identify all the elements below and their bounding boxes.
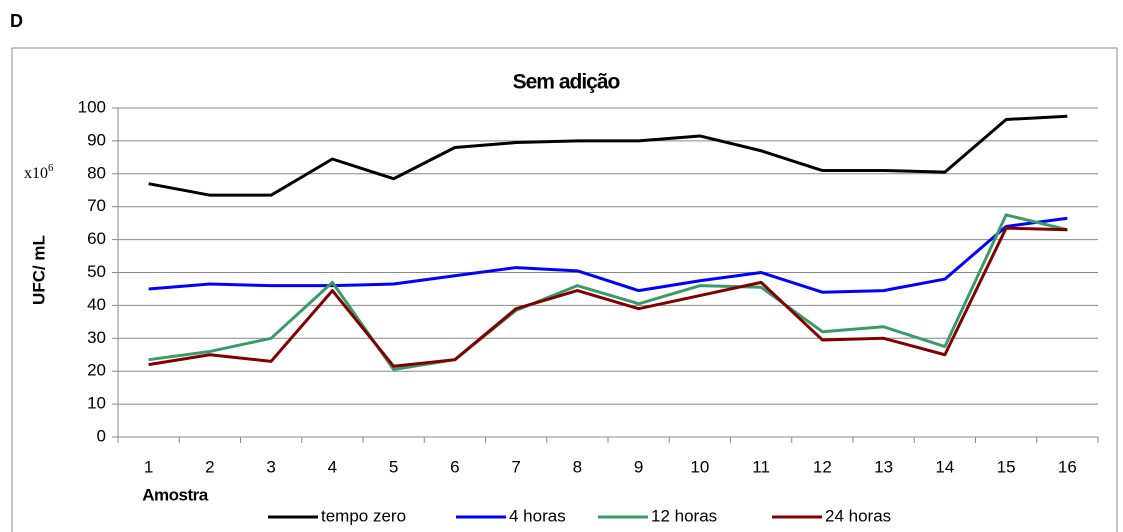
y-tick-label: 40 <box>87 295 106 314</box>
x-tick-label: 14 <box>935 457 954 476</box>
x-tick-label: 7 <box>511 457 520 476</box>
series-line <box>148 213 1068 372</box>
x-tick-label: 12 <box>813 457 832 476</box>
y-axis-label: UFC/ mL <box>29 235 48 305</box>
y-tick-label: 20 <box>87 361 106 380</box>
chart-frame <box>11 47 1118 532</box>
y-tick-label: 70 <box>87 196 106 215</box>
y-tick-label: 90 <box>87 130 106 149</box>
x-tick-label: 6 <box>450 457 459 476</box>
annotation-text: x10 <box>24 165 48 182</box>
series-line <box>148 114 1068 197</box>
x-tick-label: 8 <box>573 457 582 476</box>
series-line <box>148 216 1068 294</box>
y-tick-label: 60 <box>87 229 106 248</box>
legend-label: 12 horas <box>651 506 717 525</box>
y-tick-label: 10 <box>87 394 106 413</box>
x-tick-label: 15 <box>997 457 1016 476</box>
series-line <box>148 226 1068 368</box>
y-tick-label: 0 <box>97 426 106 445</box>
y-tick-label: 30 <box>87 328 106 347</box>
annotation-sup: 6 <box>48 162 54 174</box>
x-tick-label: 13 <box>874 457 893 476</box>
legend-label: tempo zero <box>321 506 406 525</box>
x-tick-label: 1 <box>144 457 153 476</box>
x-tick-label: 5 <box>389 457 398 476</box>
x-tick-label: 9 <box>634 457 643 476</box>
panel-label: D <box>10 11 23 31</box>
y-tick-label: 80 <box>87 163 106 182</box>
legend-label: 24 horas <box>825 506 891 525</box>
y-tick-label: 100 <box>78 97 106 116</box>
x-axis-label: Amostra <box>142 485 209 504</box>
chart-title: Sem adição <box>513 71 620 94</box>
x-tick-label: 3 <box>266 457 275 476</box>
x-tick-label: 10 <box>690 457 709 476</box>
legend-label: 4 horas <box>509 506 566 525</box>
x-tick-label: 4 <box>328 457 337 476</box>
y-tick-label: 50 <box>87 262 106 281</box>
x-tick-label: 16 <box>1058 457 1077 476</box>
x-tick-label: 11 <box>752 457 770 476</box>
x-tick-label: 2 <box>205 457 214 476</box>
annotation: x106 <box>24 162 54 182</box>
